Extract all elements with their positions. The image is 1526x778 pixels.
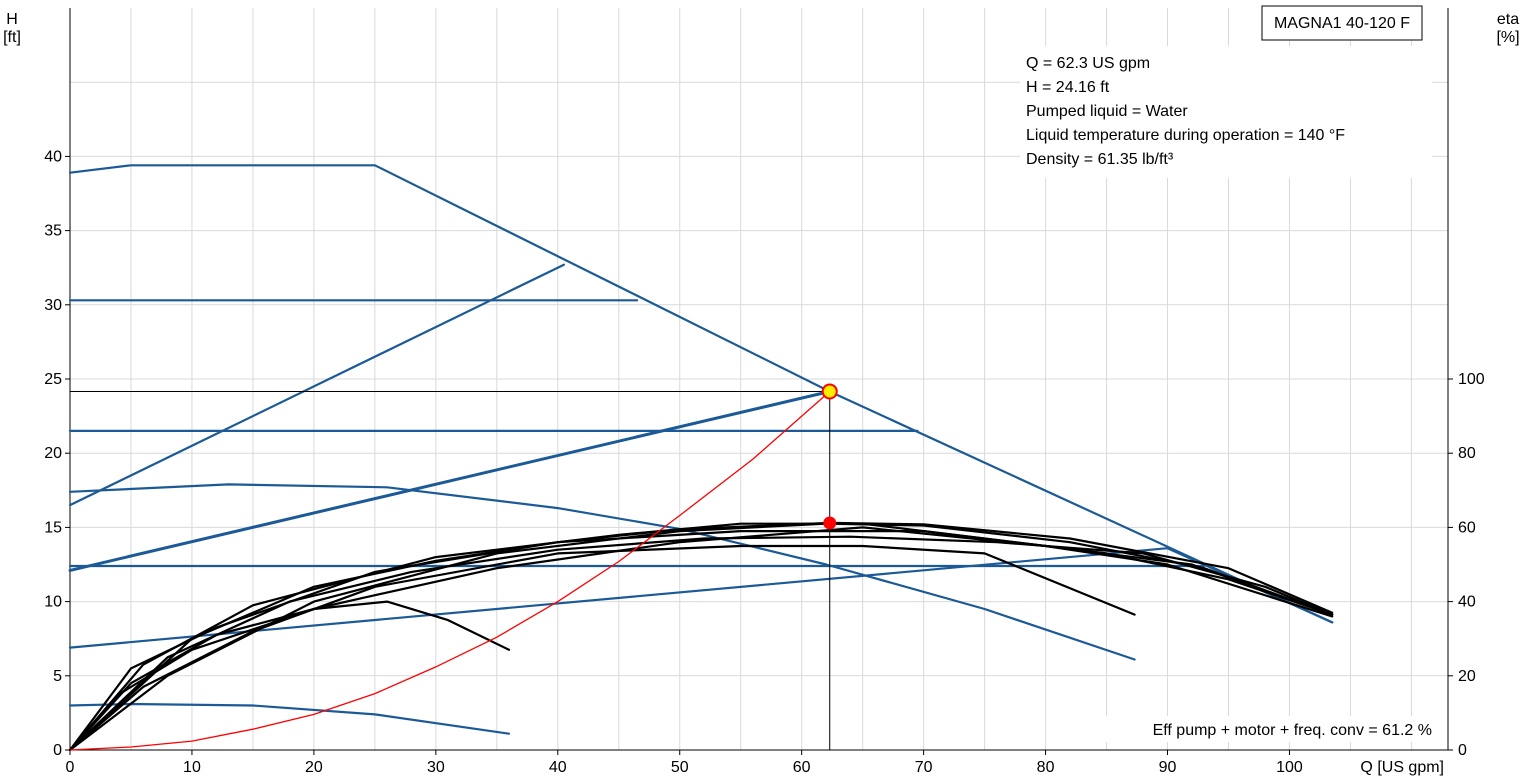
info-line: Q = 62.3 US gpm: [1026, 55, 1150, 72]
head-curve: [68, 263, 565, 507]
y-left-axis-unit: [ft]: [3, 29, 21, 46]
title-box: [1261, 5, 1423, 41]
x-tick-label: 40: [549, 759, 567, 776]
y-left-tick-label: 35: [44, 223, 62, 240]
efficiency-label-background: [1070, 716, 1436, 742]
x-axis-title: Q [US gpm]: [1360, 759, 1444, 776]
info-line: H = 24.16 ft: [1026, 79, 1110, 96]
curves: [68, 164, 1334, 752]
info-line: Pumped liquid = Water: [1026, 103, 1188, 120]
annotations: MAGNA1 40-120 F Q = 62.3 US gpm H = 24.16 …: [70, 5, 1436, 750]
y-left-tick-label: 10: [44, 594, 62, 611]
head-curve: [68, 702, 511, 735]
x-tick-label: 0: [66, 759, 75, 776]
head-curve: [68, 164, 1334, 624]
x-tick-label: 50: [671, 759, 689, 776]
info-background: [1020, 46, 1432, 178]
x-tick-label: 10: [183, 759, 201, 776]
y-right-tick-label: 100: [1458, 371, 1485, 388]
y-right-tick-label: 60: [1458, 519, 1476, 536]
efficiency-curve: [68, 522, 1334, 752]
y-left-tick-label: 40: [44, 148, 62, 165]
y-left-tick-label: 20: [44, 445, 62, 462]
efficiency-label: Eff pump + motor + freq. conv = 61.2 %: [1153, 722, 1432, 739]
y-left-tick-label: 25: [44, 371, 62, 388]
efficiency-curve: [68, 526, 1334, 752]
axes: 0 10 20 30 40 50 60 70 80 90 100 0 5 10 15 20 25 30 35 40 0 2…: [3, 8, 1520, 778]
x-tick-label: 100: [1276, 759, 1303, 776]
duty-point-marker: [821, 383, 838, 400]
y-right-axis-unit: [%]: [1496, 29, 1519, 46]
y-right-tick-label: 0: [1458, 742, 1467, 759]
head-curve: [68, 390, 832, 572]
y-left-tick-label: 0: [53, 742, 62, 759]
head-curve: [68, 547, 1334, 649]
efficiency-point-marker: [823, 516, 837, 530]
head-curve: [68, 483, 1136, 661]
info-line: Liquid temperature during operation = 14…: [1026, 127, 1345, 144]
info-line: Density = 61.35 lb/ft³: [1026, 151, 1174, 168]
x-tick-label: 90: [1159, 759, 1177, 776]
y-right-tick-label: 80: [1458, 445, 1476, 462]
y-left-tick-label: 5: [53, 668, 62, 685]
y-right-tick-label: 20: [1458, 668, 1476, 685]
chart-title: MAGNA1 40-120 F: [1274, 15, 1410, 32]
y-left-tick-label: 30: [44, 297, 62, 314]
y-left-axis-title: H: [6, 11, 18, 28]
x-tick-label: 70: [915, 759, 933, 776]
efficiency-curve: [68, 535, 1334, 752]
y-left-tick-label: 15: [44, 519, 62, 536]
efficiency-curve: [68, 530, 1334, 752]
x-tick-label: 20: [305, 759, 323, 776]
efficiency-curve: [68, 521, 1334, 752]
x-tick-label: 60: [793, 759, 811, 776]
x-tick-label: 30: [427, 759, 445, 776]
efficiency-curve: [68, 544, 1136, 752]
x-tick-label: 80: [1037, 759, 1055, 776]
y-right-axis-title: eta: [1497, 11, 1519, 28]
y-right-tick-label: 40: [1458, 594, 1476, 611]
system-curve: [69, 391, 831, 751]
